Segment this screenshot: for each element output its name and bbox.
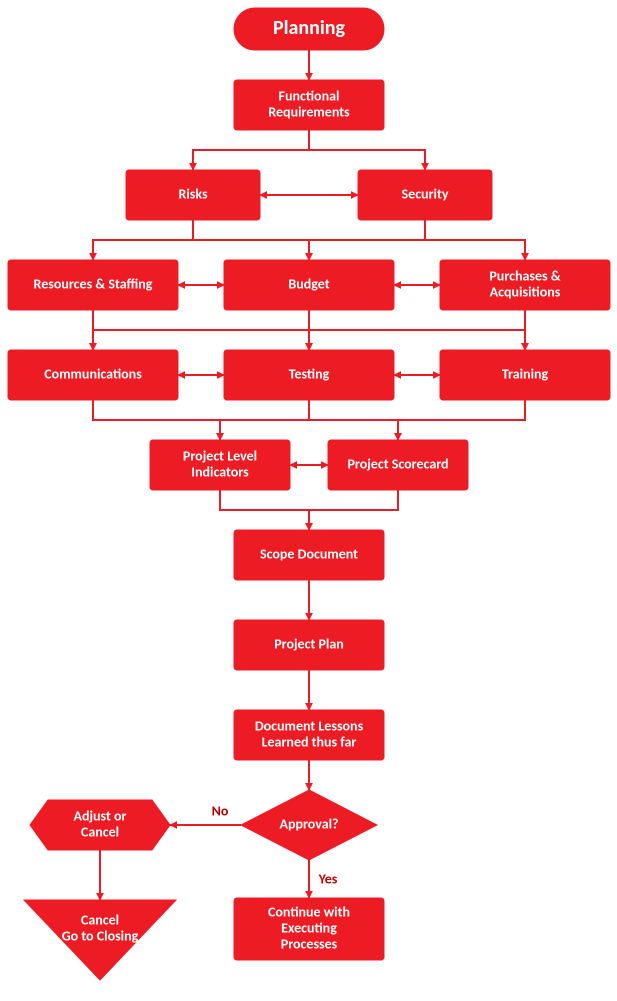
edge xyxy=(220,490,309,530)
node-security: Security xyxy=(358,170,492,220)
edge xyxy=(309,220,425,260)
edge xyxy=(193,220,309,260)
flowchart-canvas: No Yes Planning FunctionalRequirements Risks… xyxy=(0,0,617,1001)
node-label: Purchases & xyxy=(489,267,560,284)
edge xyxy=(309,310,525,350)
node-label: Functional xyxy=(279,87,340,104)
node-approval: Approval? xyxy=(241,790,377,860)
edge xyxy=(193,130,309,170)
node-label: Cancel xyxy=(81,823,119,840)
node-pli: Project LevelIndicators xyxy=(150,440,290,490)
node-label: Approval? xyxy=(279,815,338,832)
node-label: Go to Closing xyxy=(62,927,139,944)
node-planning: Planning xyxy=(234,8,384,50)
node-adjust: Adjust orCancel xyxy=(30,800,170,850)
node-label: Continue with xyxy=(268,903,350,920)
edge xyxy=(425,220,525,260)
node-label: Processes xyxy=(281,935,338,952)
node-label: Executing xyxy=(281,919,337,936)
edge xyxy=(309,130,425,170)
node-label: Resources & Staffing xyxy=(34,275,153,292)
node-label: Communications xyxy=(44,365,142,382)
node-plan: Project Plan xyxy=(234,620,384,670)
edge xyxy=(93,310,309,350)
node-risks: Risks xyxy=(126,170,260,220)
node-label: Document Lessons xyxy=(255,717,364,734)
edge-label: No xyxy=(212,802,229,819)
node-label: Project Plan xyxy=(274,635,344,652)
node-training: Training xyxy=(440,350,610,400)
node-label: Acquisitions xyxy=(490,283,561,300)
node-cancel: CancelGo to Closing xyxy=(24,900,176,980)
node-label: Project Scorecard xyxy=(347,455,448,472)
edge xyxy=(309,490,398,530)
node-purchases: Purchases &Acquisitions xyxy=(440,260,610,310)
node-label: Testing xyxy=(289,365,330,382)
node-resources: Resources & Staffing xyxy=(8,260,178,310)
node-testing: Testing xyxy=(224,350,394,400)
node-label: Scope Document xyxy=(260,545,358,562)
node-label: Training xyxy=(502,365,549,382)
node-label: Adjust or xyxy=(73,807,126,824)
edge xyxy=(309,400,398,440)
node-label: Security xyxy=(402,185,449,202)
edge xyxy=(93,400,220,440)
node-scorecard: Project Scorecard xyxy=(328,440,468,490)
node-label: Indicators xyxy=(191,463,249,480)
node-label: Learned thus far xyxy=(262,733,357,750)
node-label: Risks xyxy=(178,185,208,202)
node-label: Requirements xyxy=(268,103,350,120)
node-budget: Budget xyxy=(224,260,394,310)
node-label: Planning xyxy=(273,16,346,40)
edge xyxy=(220,400,309,440)
node-funcreq: FunctionalRequirements xyxy=(234,80,384,130)
edge xyxy=(93,220,193,260)
node-label: Budget xyxy=(288,275,329,292)
node-label: Cancel xyxy=(81,911,119,928)
edge-label: Yes xyxy=(318,870,338,887)
node-lessons: Document LessonsLearned thus far xyxy=(234,710,384,760)
node-comms: Communications xyxy=(8,350,178,400)
node-scope: Scope Document xyxy=(234,530,384,580)
edge xyxy=(398,400,525,440)
node-continue: Continue withExecutingProcesses xyxy=(234,898,384,960)
node-label: Project Level xyxy=(183,447,257,464)
nodes-layer: Planning FunctionalRequirements Risks Secur… xyxy=(8,8,610,980)
